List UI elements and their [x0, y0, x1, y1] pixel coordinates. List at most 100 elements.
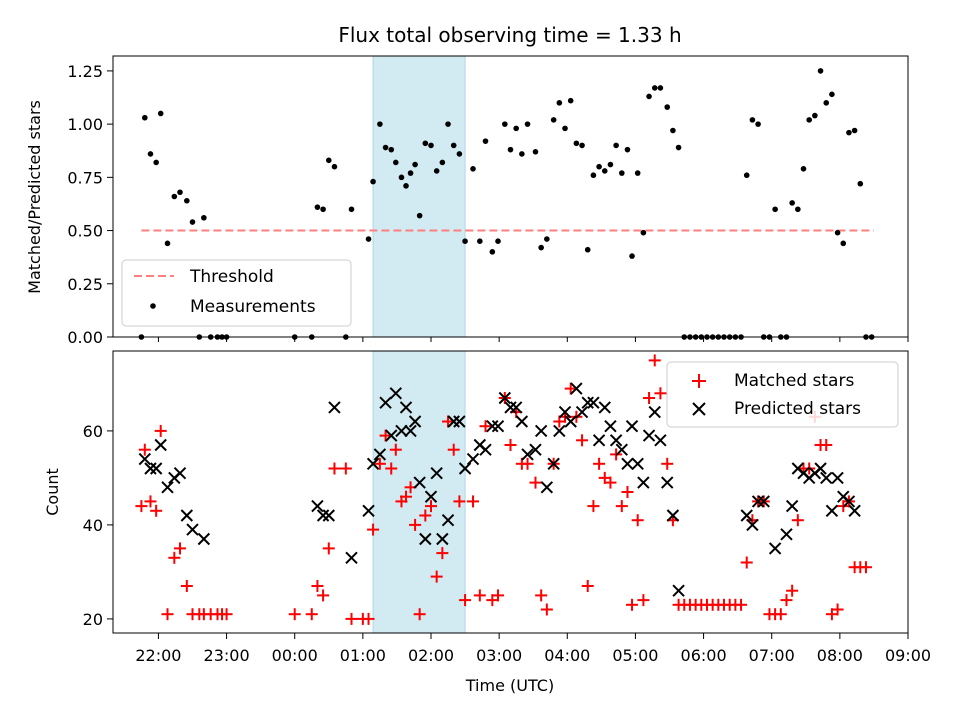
predicted-star-point [395, 424, 408, 438]
measurement-point [601, 168, 608, 174]
predicted-star-point [648, 405, 661, 419]
predicted-star-point [408, 415, 422, 428]
predicted-star-point [825, 504, 839, 518]
measurement-point [743, 172, 750, 179]
predicted-star-point [592, 434, 606, 447]
predicted-star-point [768, 542, 782, 555]
measurement-point [749, 117, 756, 123]
matched-star-point [400, 490, 413, 503]
predicted-star-point [637, 476, 650, 489]
bottom-legend-box [666, 361, 899, 428]
matched-star-point [654, 387, 667, 400]
measurement-point [567, 97, 574, 104]
matched-star-point [473, 589, 486, 602]
measurement-point [164, 240, 171, 247]
measurement-point [398, 174, 405, 181]
matched-star-point [540, 603, 553, 616]
measurement-point [629, 253, 635, 259]
measurement-point [153, 159, 159, 166]
matched-star-point [385, 462, 398, 475]
measurement-point [157, 110, 164, 117]
predicted-star-point [322, 509, 335, 522]
predicted-star-point [631, 457, 644, 471]
matched-star-point [648, 354, 661, 367]
predicted-star-point [751, 495, 765, 508]
measurement-point [607, 161, 614, 168]
matched-star-point [161, 608, 174, 621]
measurement-point [840, 240, 847, 247]
x-tick-label: 01:00 [340, 646, 386, 665]
top-x-ticks [157, 337, 909, 342]
matched-star-point [150, 504, 163, 517]
measurement-point [502, 121, 508, 127]
matched-star-point [425, 500, 437, 513]
measurement-point [445, 121, 451, 127]
measurement-point [325, 157, 332, 164]
predicted-star-point [413, 476, 426, 489]
matched-star-point [626, 598, 639, 611]
matched-star-point [168, 551, 181, 564]
measurement-point [800, 166, 807, 172]
predicted-star-point [575, 405, 589, 419]
matched-star-point [576, 434, 589, 447]
matched-star-point [831, 603, 844, 616]
x-tick-label: 23:00 [204, 646, 250, 665]
measurement-point [657, 85, 664, 91]
top-legend-box [121, 259, 352, 327]
measurement-point [789, 200, 795, 206]
matched-star-point [288, 608, 301, 621]
predicted-star-point [820, 471, 833, 485]
predicted-star-point [609, 434, 623, 447]
measurement-point [834, 229, 841, 236]
predicted-star-point [515, 415, 529, 428]
predicted-star-point [534, 424, 548, 438]
bottom-shaded-span [372, 350, 466, 634]
top-chart-title: Flux total observing time = 1.33 h [338, 23, 681, 47]
measurement-point [550, 117, 557, 123]
measurement-point [507, 146, 514, 153]
matched-star-point [174, 542, 187, 555]
measurement-point [579, 142, 585, 149]
predicted-star-point [625, 419, 639, 433]
predicted-star-point [447, 415, 460, 428]
predicted-star-point [458, 462, 472, 475]
measurement-point [403, 183, 409, 189]
matched-star-point [661, 457, 674, 470]
matched-star-point [138, 443, 151, 456]
predicted-star-point [436, 532, 449, 546]
predicted-star-point [154, 438, 167, 452]
measurement-point [812, 112, 818, 119]
measurement-point [846, 129, 852, 136]
measurement-point [416, 212, 423, 219]
predicted-star-point [389, 387, 402, 400]
x-tick-label: 08:00 [817, 646, 863, 665]
predicted-star-point [564, 415, 577, 428]
measurement-point [823, 100, 830, 106]
matched-star-point [144, 495, 157, 508]
matched-star-point [339, 462, 352, 475]
measurement-point [817, 68, 824, 74]
top-y-tick-label: 0.50 [67, 222, 103, 241]
measurement-point [433, 168, 440, 174]
matched-star-point [581, 580, 594, 592]
legend-matched-swatch [692, 374, 706, 388]
matched-star-point [459, 594, 472, 607]
predicted-star-point [848, 504, 861, 518]
predicted-star-point [466, 452, 480, 466]
measurement-point [562, 125, 568, 132]
bottom-y-tick-label: 20 [83, 610, 103, 629]
matched-star-point [442, 415, 455, 428]
top-y-tick-label: 0.25 [67, 275, 103, 294]
matched-star-point [154, 424, 167, 437]
predicted-star-point [547, 457, 560, 471]
predicted-star-point [362, 504, 375, 518]
measurement-point [538, 244, 544, 251]
predicted-star-point [740, 509, 753, 522]
shaded-time-span [372, 55, 466, 338]
predicted-star-point [486, 419, 499, 433]
predicted-star-point [540, 481, 554, 494]
measurement-point [524, 121, 531, 127]
bottom-y-tick-label: 60 [83, 422, 103, 441]
predicted-star-point [666, 509, 680, 522]
matched-star-point [535, 589, 548, 602]
